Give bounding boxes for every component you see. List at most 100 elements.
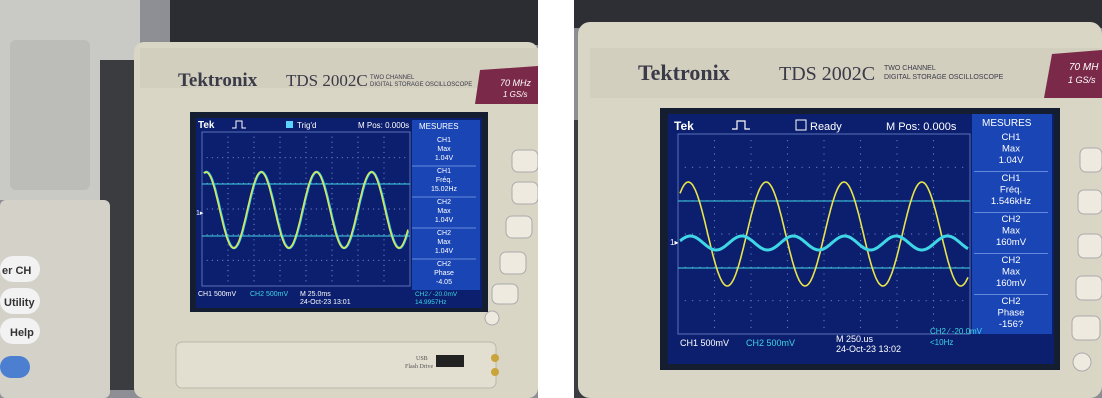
grid-dot bbox=[253, 254, 255, 256]
grid-dot bbox=[289, 157, 291, 159]
usb-label-1: USB bbox=[416, 356, 428, 362]
grid-dot bbox=[684, 233, 686, 235]
spec-badge bbox=[475, 66, 538, 104]
spec-bandwidth: 70 MH bbox=[1069, 62, 1099, 73]
bezel-button-5[interactable] bbox=[491, 283, 519, 305]
bezel-button-3[interactable] bbox=[1077, 233, 1102, 259]
grid-dot bbox=[253, 162, 255, 164]
grid-dot bbox=[284, 157, 286, 159]
bezel-button-4[interactable] bbox=[499, 251, 527, 275]
bezel-knob[interactable] bbox=[484, 310, 500, 326]
grid-dot bbox=[896, 240, 898, 242]
trigger-edge-icon bbox=[732, 120, 750, 130]
grid-dot bbox=[750, 273, 752, 275]
grid-dot bbox=[227, 223, 229, 225]
side-button-3[interactable] bbox=[0, 318, 40, 344]
grid-dot bbox=[684, 166, 686, 168]
grid-dot bbox=[383, 172, 385, 174]
grid-dot bbox=[750, 233, 752, 235]
grid-dot bbox=[823, 160, 825, 162]
grid-dot bbox=[896, 173, 898, 175]
model-sub1: TWO CHANNEL bbox=[884, 65, 936, 72]
bezel-button-2[interactable] bbox=[511, 181, 538, 205]
grid-dot bbox=[352, 259, 354, 261]
bezel-button-3[interactable] bbox=[505, 215, 533, 239]
grid-dot bbox=[859, 146, 862, 148]
grid-dot bbox=[823, 213, 825, 215]
grid-dot bbox=[305, 244, 307, 246]
grid-dot bbox=[357, 228, 359, 231]
menu-item-3-l1: CH2 bbox=[1001, 214, 1020, 225]
grid-dot bbox=[383, 141, 385, 143]
side-button-2[interactable] bbox=[0, 288, 40, 314]
grid-dot bbox=[211, 208, 213, 210]
grid-dot bbox=[227, 187, 229, 190]
grid-dot bbox=[269, 259, 271, 261]
brand-logo: Tektronix bbox=[178, 70, 258, 91]
grid-dot bbox=[786, 140, 789, 142]
grid-dot bbox=[823, 326, 825, 328]
bezel-button-5[interactable] bbox=[1071, 315, 1101, 341]
grid-dot bbox=[227, 213, 229, 215]
grid-dot bbox=[232, 208, 234, 210]
grid-dot bbox=[932, 260, 935, 262]
side-button-4[interactable] bbox=[0, 356, 30, 378]
side-button-1[interactable] bbox=[0, 256, 40, 282]
bezel-button-1[interactable] bbox=[1079, 147, 1102, 173]
grid-dot bbox=[274, 157, 276, 159]
grid-dot bbox=[217, 234, 219, 236]
grid-dot bbox=[786, 213, 789, 215]
grid-dot bbox=[341, 208, 343, 210]
bezel-button-2[interactable] bbox=[1077, 189, 1102, 215]
grid-dot bbox=[326, 208, 328, 210]
grid-dot bbox=[357, 157, 359, 159]
grid-dot bbox=[305, 136, 307, 138]
grid-dot bbox=[331, 264, 333, 267]
grid-dot bbox=[786, 193, 789, 195]
grid-dot bbox=[750, 186, 752, 188]
menu-item-2-l2: Fréq. bbox=[1000, 185, 1022, 196]
measure-menu bbox=[972, 114, 1052, 334]
bezel-knob[interactable] bbox=[1072, 352, 1092, 372]
grid-dot bbox=[918, 300, 920, 302]
grid-dot bbox=[713, 280, 716, 282]
connector-1 bbox=[491, 354, 499, 362]
menu-bezel-buttons bbox=[1071, 147, 1102, 372]
grid-dot bbox=[227, 172, 229, 174]
grid-dot bbox=[279, 157, 281, 159]
grid-dot bbox=[713, 193, 716, 195]
grid-dot bbox=[393, 259, 395, 261]
bezel-button-1[interactable] bbox=[511, 149, 538, 173]
grid-dot bbox=[896, 286, 898, 288]
grid-dot bbox=[750, 140, 752, 142]
grid-dot bbox=[786, 300, 789, 302]
usb-port[interactable] bbox=[436, 355, 464, 367]
model-sub2: DIGITAL STORAGE OSCILLOSCOPE bbox=[370, 82, 472, 88]
grid-dot bbox=[786, 286, 789, 288]
grid-dot bbox=[816, 300, 818, 302]
grid-dot bbox=[305, 172, 307, 174]
grid-dot bbox=[388, 208, 390, 210]
grid-dot bbox=[383, 218, 385, 220]
grid-dot bbox=[388, 234, 390, 236]
grid-dot bbox=[279, 259, 281, 261]
grid-dot bbox=[383, 280, 385, 282]
grid-dot bbox=[331, 146, 333, 148]
grid-dot bbox=[721, 233, 723, 235]
grid-dot bbox=[932, 160, 935, 162]
spec-badge bbox=[1044, 50, 1102, 98]
grid-dot bbox=[713, 146, 716, 148]
grid-dot bbox=[404, 208, 406, 210]
grid-dot bbox=[859, 233, 862, 235]
grid-dot bbox=[279, 264, 281, 267]
grid-dot bbox=[383, 228, 385, 231]
side-button-1-label: er CH bbox=[2, 265, 31, 277]
menu-item-5-l1: CH2 bbox=[1001, 296, 1020, 307]
grid-dot bbox=[274, 259, 276, 261]
trigger-level: CH2 ⁄ -20.0mV bbox=[415, 291, 458, 298]
grid-dot bbox=[713, 213, 716, 215]
trig-status: Trig'd bbox=[297, 121, 316, 130]
grid-dot bbox=[838, 300, 840, 302]
grid-dot bbox=[859, 253, 862, 255]
bezel-button-4[interactable] bbox=[1075, 275, 1102, 301]
